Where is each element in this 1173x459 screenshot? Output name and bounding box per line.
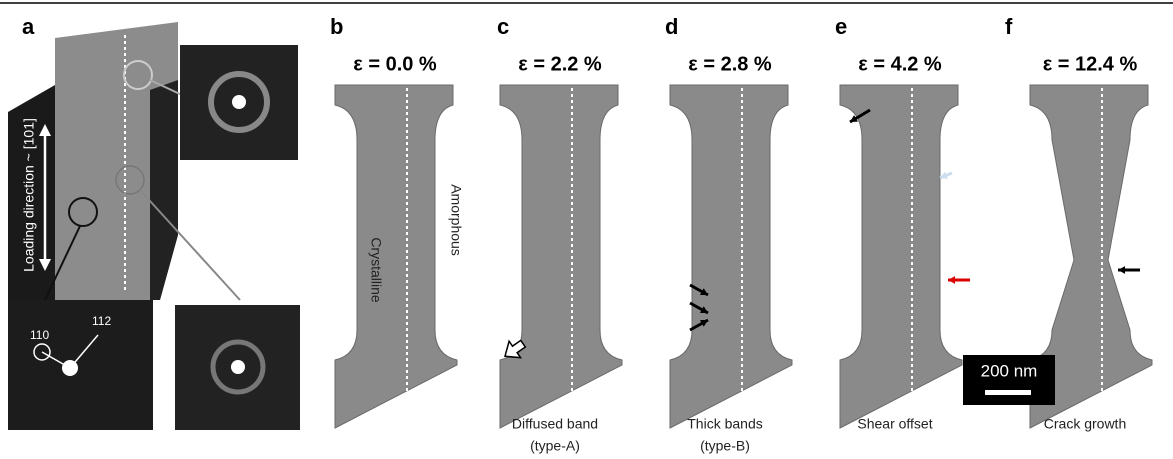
figure: Loading direction ~ [101] 110 112 a Crys… [0,0,1173,459]
caption: (type-B) [700,438,750,454]
specimen-image [500,85,622,428]
specimen-image [335,85,457,428]
panel-label: f [1005,14,1013,39]
specimen-edge [150,80,178,300]
side-label: Crystalline [368,237,384,303]
caption: Diffused band [512,416,598,432]
panel-label: d [665,14,678,39]
diffraction-spot [232,95,246,109]
diffraction-inset [8,300,153,430]
strain-label: ε = 12.4 % [1043,53,1138,75]
miller-index: 112 [92,314,111,328]
caption: Crack growth [1044,416,1126,432]
strain-label: ε = 0.0 % [353,53,437,75]
panel-label: e [835,14,847,39]
specimen-image [840,85,962,428]
caption: (type-A) [530,438,580,454]
panel-label: b [330,14,343,39]
caption: Shear offset [857,416,932,432]
side-label: Amorphous [448,184,464,256]
loading-direction: Loading direction ~ [101] [21,118,37,272]
scale-bar [985,390,1031,395]
scale-bar-label: 200 nm [981,361,1038,380]
arrow-head [948,276,955,284]
panel-label: c [497,14,509,39]
strain-label: ε = 2.8 % [688,53,772,75]
arrow-head [1118,266,1125,274]
miller-index: 110 [30,328,49,342]
panel-a: Loading direction ~ [101] 110 112 a [8,14,300,430]
strain-label: ε = 2.2 % [518,53,602,75]
diffraction-spot [231,360,245,374]
specimen-image [670,85,792,428]
strain-label: ε = 4.2 % [858,53,942,75]
panel-label: a [22,14,35,39]
caption: Thick bands [687,416,762,432]
